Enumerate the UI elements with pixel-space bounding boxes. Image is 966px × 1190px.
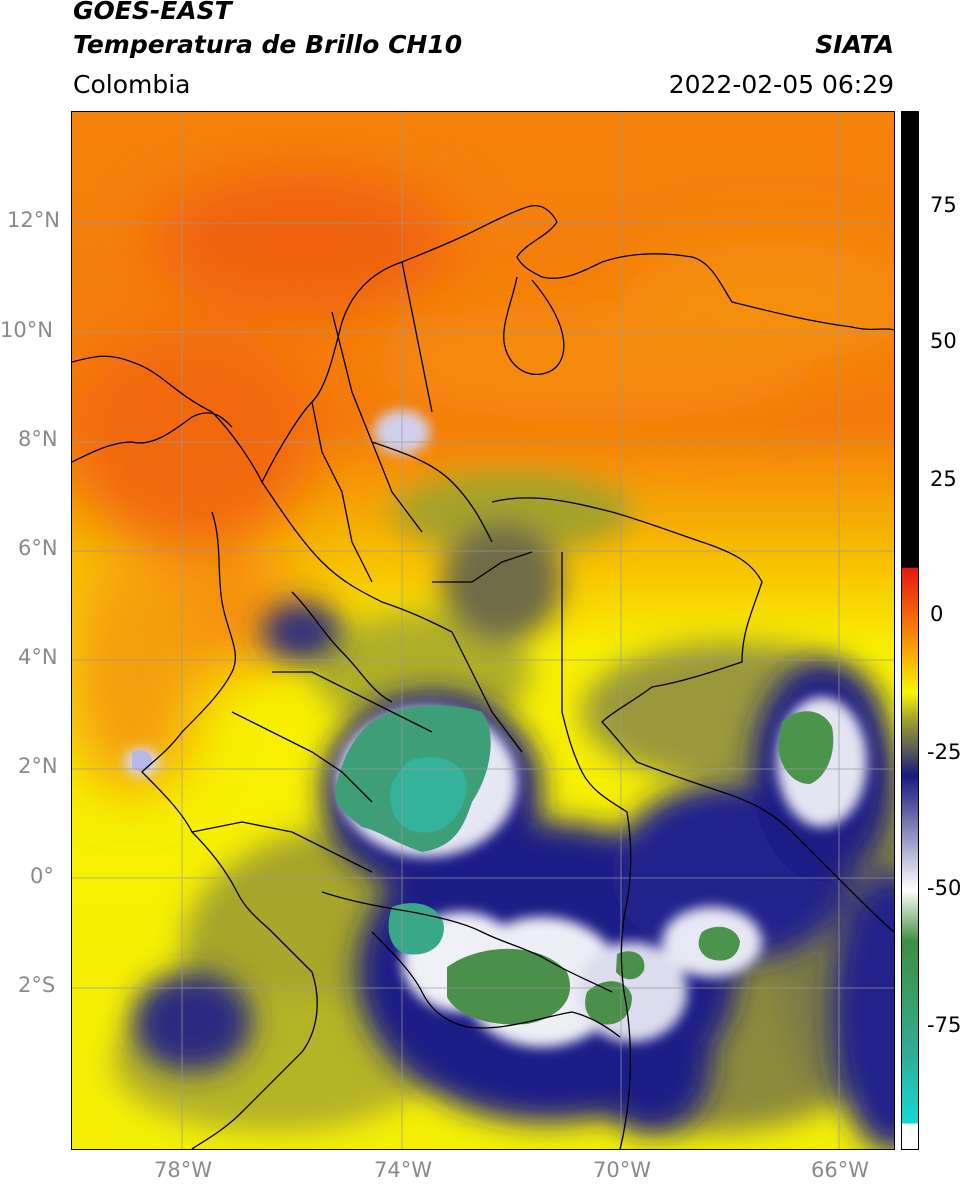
lat-label-8n: 8°N <box>18 427 58 451</box>
colorbar <box>901 111 919 1150</box>
lat-label-0: 0° <box>30 864 54 888</box>
colorbar-tick-minus50: -50 <box>927 876 962 900</box>
satellite-title: GOES-EAST <box>73 0 232 25</box>
graticule <box>72 112 894 1149</box>
lat-label-2n: 2°N <box>18 754 58 778</box>
product-title: Temperatura de Brillo CH10 <box>73 30 463 59</box>
colorbar-tick-minus25: -25 <box>927 740 962 764</box>
lon-label-78w: 78°W <box>154 1158 212 1182</box>
region-label: Colombia <box>73 70 191 99</box>
boundaries <box>72 205 894 1149</box>
colorbar-tick-75: 75 <box>930 193 957 217</box>
colorbar-tick-minus75: -75 <box>927 1013 962 1037</box>
organization-label: SIATA <box>815 30 894 59</box>
lat-label-2s: 2°S <box>18 973 56 997</box>
temperature-field <box>72 112 894 1149</box>
lat-label-4n: 4°N <box>18 645 58 669</box>
lat-label-6n: 6°N <box>18 536 58 560</box>
datetime-label: 2022-02-05 06:29 <box>668 70 894 99</box>
lon-label-70w: 70°W <box>593 1158 651 1182</box>
colorbar-tick-0: 0 <box>930 602 944 626</box>
lat-label-10n: 10°N <box>0 318 53 342</box>
lat-label-12n: 12°N <box>7 208 60 232</box>
lon-label-66w: 66°W <box>811 1158 869 1182</box>
lon-label-74w: 74°W <box>374 1158 432 1182</box>
colorbar-tick-50: 50 <box>930 329 957 353</box>
colorbar-tick-25: 25 <box>930 467 957 491</box>
brightness-temperature-map <box>71 111 895 1150</box>
colorbar-gradient <box>902 112 918 1149</box>
